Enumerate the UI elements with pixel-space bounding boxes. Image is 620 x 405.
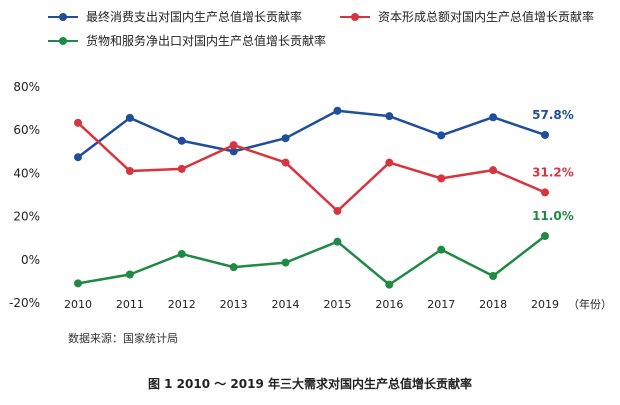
series-point-1 xyxy=(229,141,238,150)
x-axis-unit: （年份） xyxy=(568,297,612,311)
x-tick-label: 2013 xyxy=(220,298,248,311)
series-point-0 xyxy=(281,134,290,143)
legend-label-net-export: 货物和服务净出口对国内生产总值增长贡献率 xyxy=(86,34,327,48)
series-line-0 xyxy=(77,109,546,159)
series-point-0 xyxy=(437,131,446,140)
y-tick-label: 80% xyxy=(13,80,40,94)
series-point-0 xyxy=(489,113,498,122)
chart-legend: 最终消费支出对国内生产总值增长贡献率 资本形成总额对国内生产总值增长贡献率 货物… xyxy=(0,0,620,60)
series-point-2 xyxy=(125,270,134,279)
legend-item-net-export: 货物和服务净出口对国内生产总值增长贡献率 xyxy=(48,32,326,49)
series-point-0 xyxy=(74,153,82,162)
x-tick-label: 2016 xyxy=(375,298,403,311)
series-point-0 xyxy=(541,130,549,139)
series-end-label-1: 31.2% xyxy=(532,165,574,179)
legend-item-consumption: 最终消费支出对国内生产总值增长贡献率 xyxy=(48,8,302,25)
legend-swatch-net-export xyxy=(48,36,78,46)
series-point-1 xyxy=(541,188,549,197)
series-line-2 xyxy=(77,235,546,286)
series-point-1 xyxy=(489,166,498,175)
series-point-1 xyxy=(125,167,134,176)
series-point-2 xyxy=(281,258,290,267)
series-point-2 xyxy=(74,279,82,288)
x-tick-label: 2010 xyxy=(64,298,92,311)
series-point-2 xyxy=(489,272,498,280)
legend-swatch-consumption xyxy=(48,12,78,22)
series-end-label-2: 11.0% xyxy=(532,209,574,223)
series-point-2 xyxy=(177,249,186,258)
y-tick-label: 20% xyxy=(13,210,40,224)
series-point-0 xyxy=(385,112,394,121)
series-point-0 xyxy=(125,113,134,122)
series-point-0 xyxy=(333,106,342,115)
series-point-1 xyxy=(437,174,446,183)
x-tick-label: 2017 xyxy=(427,298,455,311)
series-point-1 xyxy=(385,158,394,167)
series-point-1 xyxy=(177,164,186,173)
series-point-2 xyxy=(229,263,238,272)
x-tick-label: 2011 xyxy=(116,298,144,311)
y-tick-label: 40% xyxy=(13,166,40,180)
legend-item-capital: 资本形成总额对国内生产总值增长贡献率 xyxy=(340,8,594,25)
series-point-2 xyxy=(333,237,342,246)
series-point-1 xyxy=(74,118,82,127)
series-point-0 xyxy=(177,136,186,145)
legend-label-capital: 资本形成总额对国内生产总值增长贡献率 xyxy=(378,10,595,24)
series-point-2 xyxy=(541,232,549,241)
y-tick-label: 0% xyxy=(21,253,40,267)
x-tick-label: 2018 xyxy=(479,298,507,311)
series-point-2 xyxy=(385,280,394,289)
series-line-1 xyxy=(77,121,546,213)
data-source-note: 数据来源：国家统计局 xyxy=(68,332,178,345)
series-point-2 xyxy=(437,245,446,254)
y-tick-label: 60% xyxy=(13,123,40,137)
series-end-label-0: 57.8% xyxy=(532,108,574,122)
series-point-0 xyxy=(229,147,238,156)
x-tick-label: 2012 xyxy=(168,298,196,311)
x-tick-label: 2015 xyxy=(323,298,351,311)
legend-swatch-capital xyxy=(340,12,370,22)
series-point-1 xyxy=(281,158,290,167)
figure-caption: 图 1 2010 ～ 2019 年三大需求对国内生产总值增长贡献率 xyxy=(147,377,473,391)
y-tick-label: -20% xyxy=(9,296,40,310)
series-point-1 xyxy=(333,206,342,215)
legend-label-consumption: 最终消费支出对国内生产总值增长贡献率 xyxy=(86,10,303,24)
x-tick-label: 2019 xyxy=(531,298,559,311)
x-tick-label: 2014 xyxy=(272,298,300,311)
